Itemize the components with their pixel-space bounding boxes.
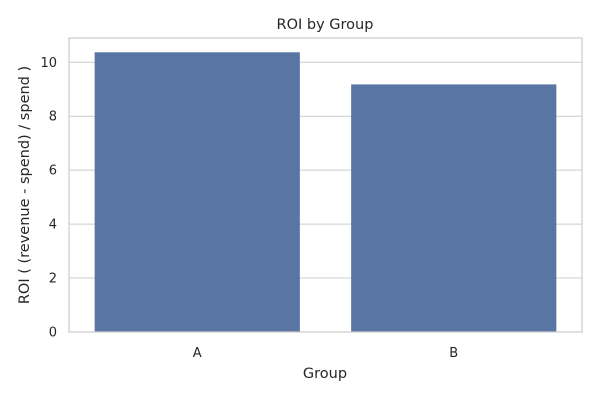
x-axis-label: Group xyxy=(303,366,347,382)
x-tick-label: A xyxy=(193,346,202,361)
y-tick-label: 6 xyxy=(49,164,57,179)
y-axis-label: ROI ( (revenue - spend) / spend ) xyxy=(17,66,33,304)
y-tick-label: 2 xyxy=(49,272,57,287)
bar-b xyxy=(351,84,557,332)
y-tick-label: 8 xyxy=(49,110,57,125)
bar-a xyxy=(94,52,300,333)
bars xyxy=(94,52,557,333)
y-tick-label: 10 xyxy=(40,56,57,71)
y-tick-label: 0 xyxy=(49,326,57,341)
x-tick-label: B xyxy=(449,346,458,361)
y-tick-labels: 0 2 4 6 8 10 xyxy=(40,56,57,341)
chart-title: ROI by Group xyxy=(277,17,374,33)
y-tick-label: 4 xyxy=(49,218,57,233)
plot-frame xyxy=(68,37,583,333)
